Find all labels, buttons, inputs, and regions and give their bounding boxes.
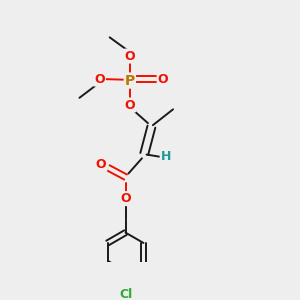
Text: O: O [96, 158, 106, 171]
Text: O: O [120, 192, 131, 205]
Text: O: O [94, 73, 105, 85]
Text: O: O [158, 73, 168, 85]
Text: Cl: Cl [119, 288, 132, 300]
Text: O: O [124, 98, 135, 112]
Text: H: H [161, 150, 171, 164]
Text: O: O [124, 50, 135, 63]
Text: P: P [125, 74, 135, 88]
